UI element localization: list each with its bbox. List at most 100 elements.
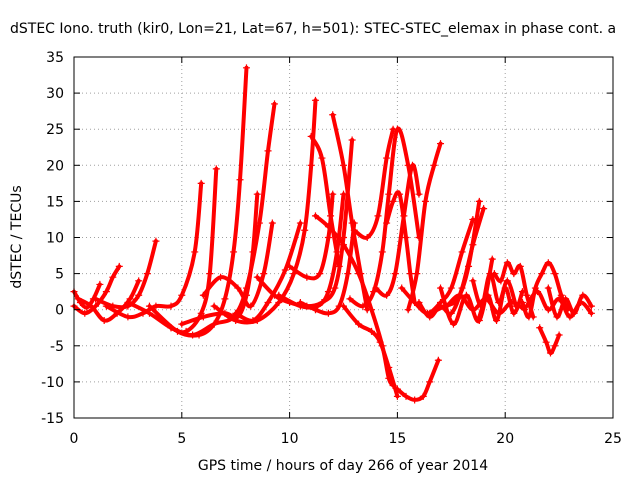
data-point: [557, 291, 565, 299]
series-6: [124, 165, 220, 335]
data-point: [544, 284, 552, 292]
series-36: [544, 284, 595, 321]
data-point: [268, 219, 276, 227]
data-point: [303, 273, 311, 281]
data-point: [385, 363, 393, 371]
y-tick-label: 0: [55, 303, 64, 319]
data-point: [340, 161, 347, 169]
data-point: [544, 259, 552, 267]
data-point: [296, 219, 304, 227]
data-point: [135, 291, 143, 299]
data-point: [402, 234, 410, 241]
series-11: [210, 96, 319, 325]
series-24: [383, 190, 419, 306]
y-tick-label: 15: [46, 194, 64, 210]
data-point: [523, 302, 531, 310]
data-point: [374, 212, 382, 220]
series-22: [350, 125, 397, 241]
data-point: [191, 248, 199, 256]
data-point: [521, 306, 529, 314]
data-point: [348, 219, 356, 227]
data-point: [577, 298, 585, 306]
data-point: [555, 295, 563, 303]
series-layer: [70, 64, 595, 404]
data-point: [383, 291, 391, 299]
data-point: [443, 302, 451, 310]
data-point: [510, 309, 518, 317]
data-point: [579, 291, 587, 299]
data-point: [587, 309, 595, 317]
data-point: [249, 248, 257, 256]
data-point: [124, 298, 132, 306]
data-point: [484, 291, 492, 299]
data-point: [508, 298, 516, 306]
data-point: [318, 154, 326, 162]
data-point: [402, 392, 410, 400]
data-point: [167, 302, 175, 310]
data-point: [199, 291, 207, 299]
data-point: [363, 234, 371, 241]
data-point: [143, 270, 151, 278]
data-point: [408, 161, 416, 169]
data-point: [437, 284, 445, 292]
series-34: [518, 259, 572, 321]
tick-layer: 0 5 10 15 20 25 -15 -10 -5 0 5 10 15 20 25 30 35: [41, 50, 622, 447]
series-25: [393, 356, 442, 404]
data-point: [383, 219, 391, 227]
data-point: [124, 313, 132, 321]
data-point: [510, 270, 518, 278]
y-axis-label: dSTEC / TECUs: [9, 185, 25, 288]
data-point: [456, 291, 464, 299]
data-point: [340, 234, 347, 241]
data-point: [411, 396, 419, 404]
data-point: [516, 262, 524, 270]
x-tick-label: 0: [70, 431, 79, 447]
data-point: [404, 306, 412, 314]
y-tick-label: 20: [46, 158, 64, 174]
data-point: [475, 313, 483, 321]
data-point: [413, 270, 421, 278]
y-tick-label: 30: [46, 86, 64, 102]
data-point: [370, 288, 378, 296]
data-point: [493, 317, 501, 325]
series-3: [74, 277, 143, 325]
data-point: [523, 291, 531, 299]
data-point: [264, 147, 272, 155]
data-point: [372, 284, 380, 292]
data-point: [437, 140, 445, 148]
series-38: [443, 291, 529, 317]
data-point: [449, 320, 457, 328]
data-point: [340, 190, 347, 198]
data-point: [234, 284, 242, 292]
data-point: [406, 270, 414, 278]
data-point: [368, 327, 376, 335]
data-point: [518, 298, 526, 306]
data-point: [197, 179, 205, 187]
data-point: [462, 291, 470, 299]
grid-layer: [74, 57, 613, 418]
series-line: [341, 304, 400, 399]
data-point: [324, 309, 332, 317]
data-point: [296, 298, 304, 306]
data-point: [221, 295, 229, 303]
data-point: [81, 309, 89, 317]
data-point: [553, 313, 561, 321]
data-point: [536, 324, 544, 332]
data-point: [376, 338, 384, 346]
data-point: [210, 302, 218, 310]
data-point: [385, 190, 393, 198]
data-point: [178, 320, 186, 328]
data-point: [503, 259, 511, 267]
data-point: [311, 96, 319, 104]
data-point: [546, 349, 554, 357]
y-tick-label: -5: [50, 339, 64, 355]
data-point: [286, 262, 294, 270]
data-point: [359, 302, 367, 310]
series-32: [475, 284, 526, 325]
data-point: [87, 302, 95, 310]
data-point: [348, 136, 356, 144]
data-point: [74, 295, 82, 303]
series-line: [76, 278, 141, 323]
data-point: [100, 317, 108, 325]
